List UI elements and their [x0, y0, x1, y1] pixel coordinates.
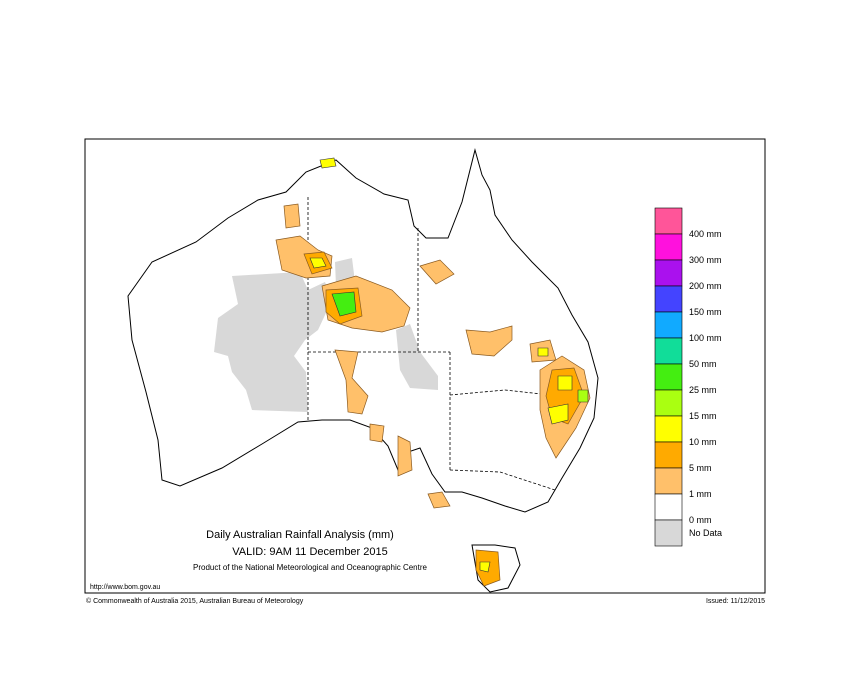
- copyright: © Commonwealth of Australia 2015, Austra…: [86, 597, 304, 605]
- legend-label: 150 mm: [689, 307, 722, 317]
- legend-label: 300 mm: [689, 255, 722, 265]
- issued-date: Issued: 11/12/2015: [706, 598, 765, 605]
- state-borders: [307, 197, 586, 491]
- legend-swatch: [654, 363, 683, 391]
- legend-swatch: [654, 493, 683, 521]
- legend-swatch: [654, 389, 683, 417]
- legend-label: 10 mm: [689, 437, 717, 447]
- legend-label: 25 mm: [689, 385, 717, 395]
- legend-label: 0 mm: [689, 515, 712, 525]
- legend-swatch: [654, 441, 683, 469]
- legend-label: 400 mm: [689, 229, 722, 239]
- legend-swatch: [654, 467, 683, 495]
- legend-label: 50 mm: [689, 359, 717, 369]
- valid-time: VALID: 9AM 11 December 2015: [232, 546, 388, 558]
- legend-label: 5 mm: [689, 463, 712, 473]
- legend-label: 15 mm: [689, 411, 717, 421]
- legend-label: No Data: [689, 528, 722, 538]
- map-title: Daily Australian Rainfall Analysis (mm): [206, 529, 394, 541]
- map-land: [127, 148, 599, 593]
- legend-swatch: [654, 415, 683, 443]
- legend-label: 100 mm: [689, 333, 722, 343]
- product-note: Product of the National Meteorological a…: [193, 563, 427, 572]
- legend-swatch: [654, 311, 683, 339]
- legend-swatch: [654, 519, 683, 547]
- legend: 400 mm 300 mm 200 mm 150 mm 100 mm 50 mm 25 mm…: [654, 207, 722, 547]
- source-url: http://www.bom.gov.au: [90, 584, 160, 591]
- rainfall-areas: [275, 157, 591, 587]
- legend-swatch: [654, 233, 683, 261]
- legend-label: 1 mm: [689, 489, 712, 499]
- no-data-areas: [214, 258, 438, 412]
- legend-swatch: [654, 337, 683, 365]
- legend-label: 200 mm: [689, 281, 722, 291]
- legend-swatch: [654, 207, 683, 235]
- legend-swatch: [654, 285, 683, 313]
- legend-swatch: [654, 259, 683, 287]
